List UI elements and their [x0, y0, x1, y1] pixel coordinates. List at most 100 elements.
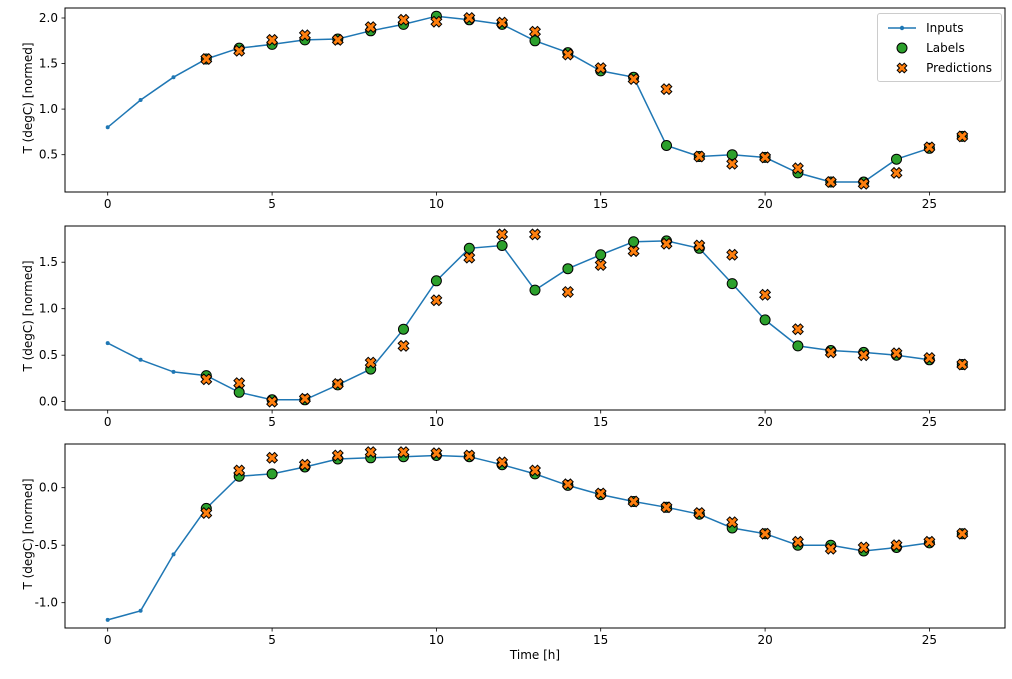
predictions-marker: [430, 447, 443, 460]
x-tick-label: 0: [104, 415, 112, 429]
y-tick-label: 1.5: [39, 57, 58, 71]
y-tick-label: 2.0: [39, 11, 58, 25]
predictions-marker: [233, 464, 246, 477]
predictions-marker: [726, 248, 739, 261]
predictions-marker: [660, 237, 673, 250]
y-tick-label: 1.0: [39, 102, 58, 116]
predictions-marker: [627, 72, 640, 86]
labels-circle-icon: [896, 42, 908, 53]
labels-marker: [233, 386, 245, 398]
labels-marker: [463, 242, 475, 254]
predictions-marker: [791, 162, 804, 175]
x-tick-label: 25: [922, 415, 937, 429]
predictions-marker: [594, 487, 607, 500]
axes-frame: [64, 225, 1006, 411]
predictions-marker: [890, 539, 903, 552]
predictions-marker: [397, 446, 410, 459]
axes-background: [65, 226, 1005, 410]
y-tick-label: 1.5: [39, 255, 58, 269]
predictions-marker: [759, 288, 772, 301]
labels-marker: [792, 340, 804, 352]
x-tick-label: 5: [268, 197, 276, 211]
predictions-marker: [956, 358, 969, 371]
y-tick-label: 0.0: [39, 395, 58, 409]
legend-label-inputs: Inputs: [926, 20, 964, 35]
predictions-marker: [824, 175, 837, 189]
predictions-marker: [430, 15, 443, 28]
legend-label-predictions: Predictions: [926, 60, 992, 75]
predictions-marker: [298, 392, 311, 405]
legend-item-inputs: Inputs: [887, 18, 992, 37]
predictions-marker: [726, 516, 739, 529]
predictions-x-icon: [896, 61, 908, 74]
legend: Inputs Labels Predictions: [877, 13, 1002, 82]
labels-marker: [726, 278, 738, 290]
predictions-x-sample: [896, 61, 908, 74]
predictions-marker: [233, 44, 246, 57]
predictions-marker: [791, 535, 804, 548]
predictions-marker: [266, 395, 279, 408]
x-tick-label: 0: [104, 197, 112, 211]
predictions-marker: [397, 339, 410, 352]
predictions-marker: [693, 150, 706, 163]
x-tick-label: 5: [268, 633, 276, 647]
predictions-marker: [463, 11, 476, 25]
x-tick-label: 15: [593, 415, 608, 429]
x-tick-label: 15: [593, 197, 608, 211]
x-tick-label: 20: [757, 415, 772, 429]
labels-circle-sample: [896, 42, 908, 53]
predictions-marker: [627, 495, 640, 508]
predictions-marker: [594, 258, 607, 272]
predictions-marker: [200, 506, 213, 520]
x-tick-label: 0: [104, 633, 112, 647]
axes-frame: [64, 7, 1006, 193]
predictions-marker: [890, 347, 903, 360]
predictions-marker: [496, 16, 509, 29]
inputs-marker: [171, 369, 176, 374]
predictions-marker: [266, 451, 279, 464]
inputs-marker: [171, 552, 176, 557]
predictions-marker: [331, 449, 344, 462]
subplot-1: 0 5 10 15 20 25 0.5 1.0 1.5 2.0: [39, 7, 1006, 211]
labels-marker: [430, 275, 442, 287]
x-tick-label: 25: [922, 197, 937, 211]
labels-marker: [628, 236, 640, 248]
predictions-marker: [397, 13, 410, 26]
inputs-line: [107, 240, 930, 401]
predictions-marker: [857, 349, 870, 362]
inputs-marker: [105, 341, 110, 346]
inputs-marker: [138, 98, 143, 102]
labels-marker: [726, 149, 738, 161]
y-axis-label-subplot-2: T (degC) [normed]: [21, 260, 35, 372]
y-tick-label: -0.5: [35, 538, 58, 552]
inputs-marker: [105, 617, 110, 622]
predictions-marker: [298, 458, 311, 471]
predictions-marker: [430, 294, 443, 307]
x-axis-label: Time [h]: [509, 648, 561, 662]
predictions-marker: [200, 373, 213, 386]
predictions-marker: [824, 346, 837, 359]
predictions-marker: [200, 52, 213, 66]
predictions-marker: [331, 377, 344, 391]
y-tick-label: -1.0: [35, 596, 58, 610]
y-tick-label: 0.5: [39, 348, 58, 362]
predictions-marker: [890, 166, 903, 179]
axes-frame: [64, 443, 1006, 629]
predictions-marker: [331, 33, 344, 46]
y-axis-label-subplot-3: T (degC) [normed]: [21, 478, 35, 590]
predictions-marker: [364, 21, 377, 34]
predictions-marker: [364, 446, 377, 459]
predictions-marker: [496, 228, 509, 241]
predictions-marker: [463, 251, 476, 264]
labels-marker: [266, 468, 278, 480]
predictions-marker: [561, 48, 574, 61]
labels-marker: [398, 323, 409, 335]
predictions-marker: [594, 62, 607, 75]
predictions-marker: [956, 130, 969, 143]
predictions-marker: [496, 456, 509, 469]
predictions-marker: [923, 535, 936, 548]
predictions-marker: [857, 541, 870, 554]
labels-marker: [529, 284, 541, 296]
